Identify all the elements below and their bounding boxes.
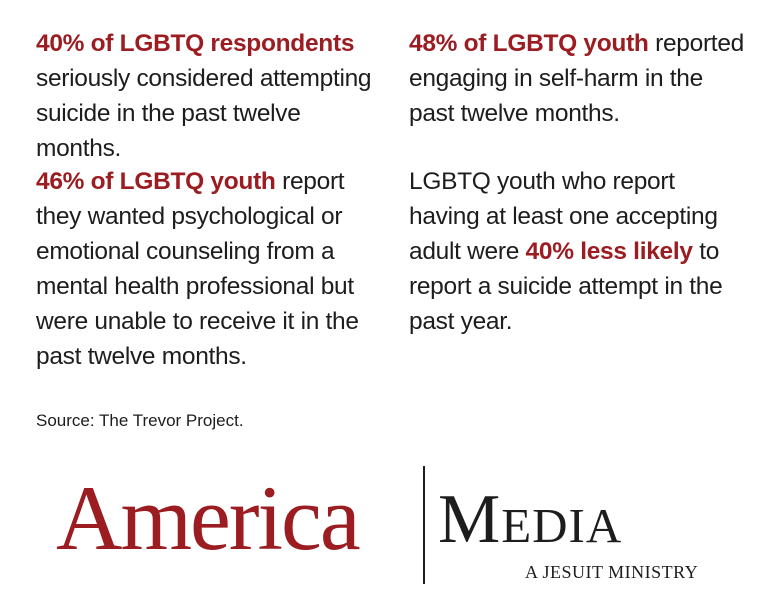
stat-block-self-harm: 48% of LGBTQ youth reported engaging in … <box>409 26 749 131</box>
stat-block-counseling: 46% of LGBTQ youth report they wanted ps… <box>36 164 376 374</box>
source-citation: Source: The Trevor Project. <box>36 411 244 430</box>
stat-block-suicide-consideration: 40% of LGBTQ respondents seriously consi… <box>36 26 376 166</box>
stat-text-before: LGBTQ youth who report having at least o… <box>409 168 718 265</box>
stat-highlight: 40% less likely <box>525 238 693 265</box>
stat-text: report they wanted psychological or emot… <box>36 168 359 370</box>
stat-highlight: 48% of LGBTQ youth <box>409 30 649 57</box>
stat-text: reported engaging in self-harm in the pa… <box>409 30 744 127</box>
logo-divider <box>423 466 425 584</box>
stat-highlight: 40% of LGBTQ respondents <box>36 30 355 57</box>
stat-block-accepting-adult: LGBTQ youth who report having at least o… <box>409 164 749 339</box>
stat-text-after: to report a suicide attempt in the past … <box>409 238 723 335</box>
stat-text: seriously considered attempting suicide … <box>36 65 372 162</box>
stat-highlight: 46% of LGBTQ youth <box>36 168 276 195</box>
logo-tagline: A JESUIT MINISTRY <box>525 562 699 582</box>
logo-america-wordmark: America <box>56 467 361 569</box>
logo-media-wordmark: Media <box>438 481 623 558</box>
